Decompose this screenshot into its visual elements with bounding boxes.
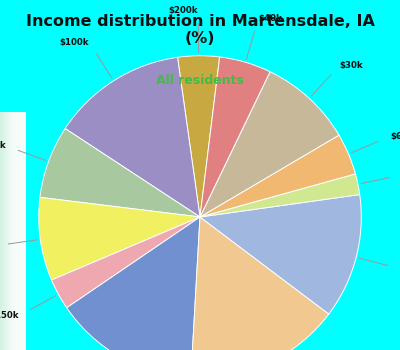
Bar bbox=[2, 112, 16, 350]
Text: $200k: $200k bbox=[168, 6, 198, 15]
Bar bbox=[12, 112, 25, 350]
Bar bbox=[4, 112, 17, 350]
Text: Income distribution in Martensdale, IA
(%): Income distribution in Martensdale, IA (… bbox=[26, 14, 374, 46]
Bar bbox=[2, 112, 15, 350]
Bar bbox=[12, 112, 25, 350]
Text: $60k: $60k bbox=[390, 132, 400, 141]
Bar bbox=[13, 112, 26, 350]
Text: $30k: $30k bbox=[340, 61, 364, 70]
Bar bbox=[4, 112, 17, 350]
Bar bbox=[11, 112, 24, 350]
Wedge shape bbox=[67, 217, 200, 350]
Bar bbox=[5, 112, 18, 350]
Bar bbox=[4, 112, 18, 350]
Wedge shape bbox=[39, 197, 200, 280]
Bar bbox=[10, 112, 24, 350]
Text: ⓘ City-Data.com: ⓘ City-Data.com bbox=[265, 136, 327, 145]
Wedge shape bbox=[200, 57, 270, 217]
Wedge shape bbox=[200, 174, 360, 217]
Bar bbox=[6, 112, 19, 350]
Bar bbox=[1, 112, 15, 350]
Text: $10k: $10k bbox=[0, 141, 6, 150]
Text: $40k: $40k bbox=[258, 14, 282, 23]
Text: All residents: All residents bbox=[156, 74, 244, 87]
Bar bbox=[6, 112, 20, 350]
Bar bbox=[9, 112, 23, 350]
Wedge shape bbox=[178, 56, 220, 217]
Wedge shape bbox=[200, 135, 356, 217]
Wedge shape bbox=[191, 217, 329, 350]
Bar bbox=[11, 112, 24, 350]
Bar bbox=[0, 112, 14, 350]
Wedge shape bbox=[65, 57, 200, 217]
Bar bbox=[9, 112, 22, 350]
Wedge shape bbox=[200, 72, 339, 217]
Text: $150k: $150k bbox=[0, 312, 19, 320]
Bar bbox=[8, 112, 21, 350]
Bar bbox=[0, 112, 13, 350]
Bar bbox=[1, 112, 14, 350]
Bar bbox=[8, 112, 22, 350]
Bar bbox=[3, 112, 16, 350]
Bar bbox=[10, 112, 23, 350]
Bar bbox=[7, 112, 20, 350]
Bar bbox=[12, 112, 26, 350]
Text: $100k: $100k bbox=[60, 38, 90, 47]
Wedge shape bbox=[40, 128, 200, 217]
Wedge shape bbox=[200, 195, 361, 314]
Bar bbox=[3, 112, 16, 350]
Bar bbox=[7, 112, 20, 350]
Bar bbox=[8, 112, 21, 350]
Wedge shape bbox=[52, 217, 200, 308]
Bar bbox=[5, 112, 19, 350]
